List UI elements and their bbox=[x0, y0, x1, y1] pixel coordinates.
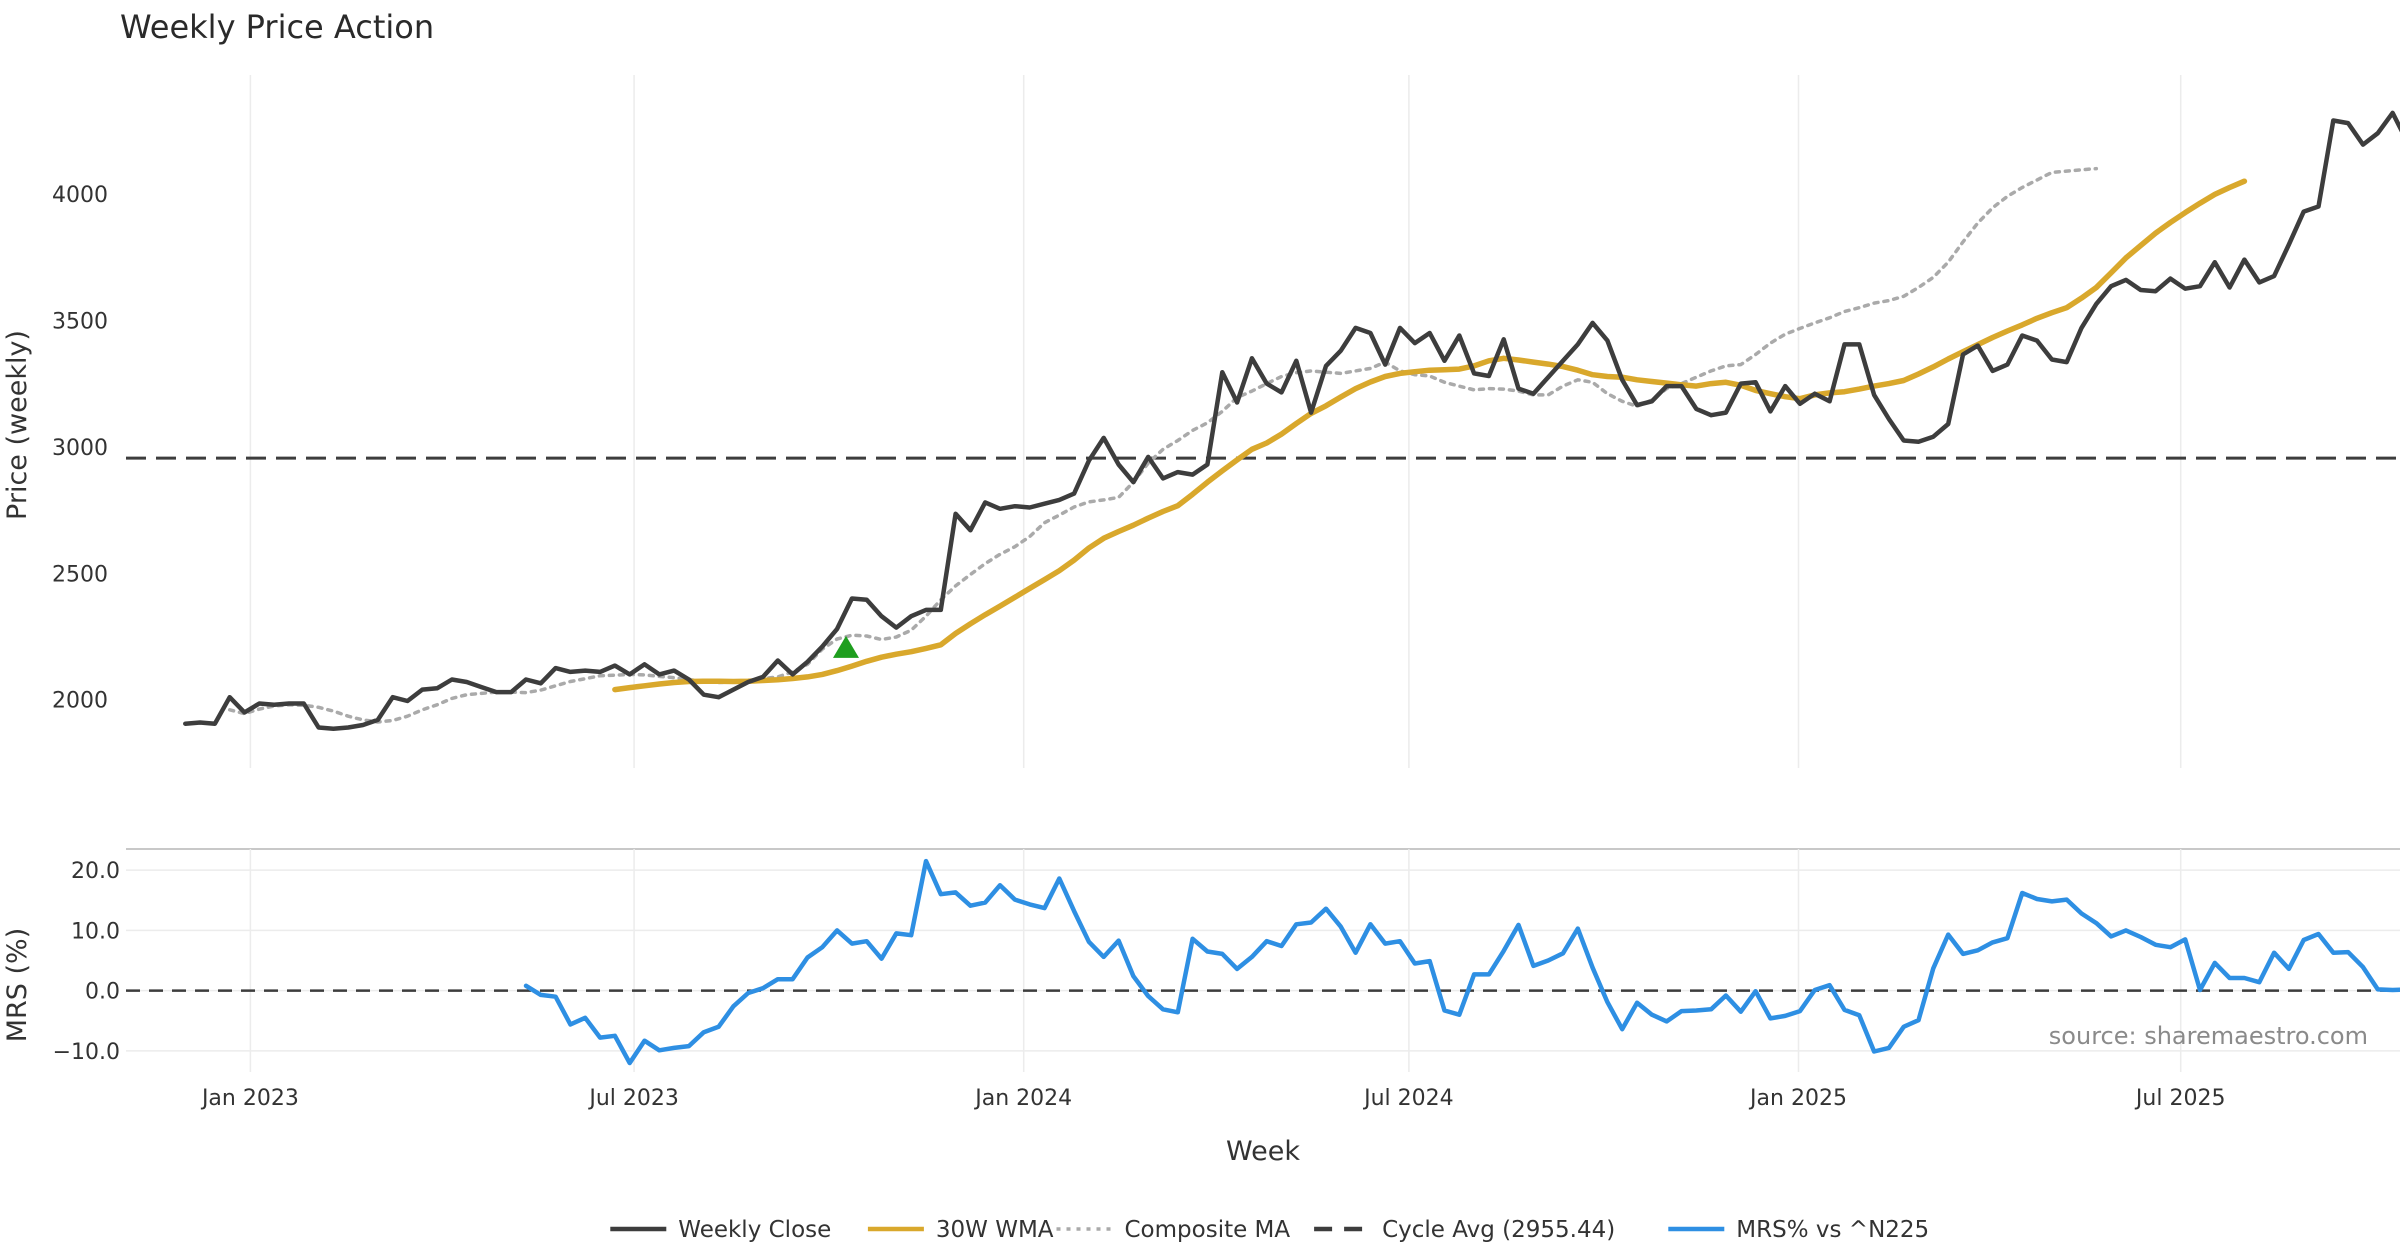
mrs-y-ticks: 20.0 10.0 0.0 −10.0 bbox=[53, 859, 120, 1065]
mrs-line bbox=[523, 858, 2400, 1066]
legend-wma-30w-label: 30W WMA bbox=[936, 1217, 1054, 1243]
source-annotation: source: sharemaestro.com bbox=[2049, 1022, 2368, 1050]
legend-composite-ma-entry: Composite MA bbox=[1056, 1217, 1291, 1243]
legend-mrs-label: MRS% vs ^N225 bbox=[1736, 1217, 1929, 1243]
legend-composite-ma-label: Composite MA bbox=[1125, 1217, 1291, 1243]
price-y-tick-label: 3500 bbox=[52, 309, 108, 334]
wma-30w-line bbox=[612, 178, 2248, 693]
price-y-tick-label: 4000 bbox=[52, 183, 108, 208]
price-y-tick-label: 2000 bbox=[52, 689, 108, 714]
mrs-panel-series bbox=[126, 858, 2400, 1066]
composite-ma-line bbox=[227, 166, 2099, 724]
price-y-tick-label: 2500 bbox=[52, 562, 108, 587]
x-tick-label: Jul 2024 bbox=[1362, 1086, 1454, 1111]
price-panel-series bbox=[126, 110, 2400, 732]
legend-mrs-entry: MRS% vs ^N225 bbox=[1668, 1217, 1929, 1243]
x-tick-label: Jan 2025 bbox=[1748, 1086, 1847, 1111]
mrs-y-tick-label: 20.0 bbox=[71, 859, 120, 884]
mrs-y-tick-label: 0.0 bbox=[85, 980, 120, 1005]
price-y-ticks: 2000 2500 3000 3500 4000 bbox=[52, 183, 108, 714]
x-axis-label: Week bbox=[1226, 1136, 1300, 1167]
legend-cycle-avg-label: Cycle Avg (2955.44) bbox=[1382, 1217, 1615, 1243]
mrs-y-axis-label: MRS (%) bbox=[2, 928, 33, 1043]
buy-signal-marker bbox=[833, 635, 859, 658]
x-tick-label: Jul 2025 bbox=[2134, 1086, 2226, 1111]
price-panel-grid bbox=[249, 75, 2182, 768]
weekly-close-line bbox=[183, 110, 2400, 732]
legend-cycle-avg-entry: Cycle Avg (2955.44) bbox=[1314, 1217, 1615, 1243]
x-tick-label: Jan 2023 bbox=[200, 1086, 299, 1111]
legend-weekly-close-entry: Weekly Close bbox=[610, 1217, 831, 1243]
x-axis-ticks: Jan 2023 Jul 2023 Jan 2024 Jul 2024 Jan 2025… bbox=[200, 1086, 2226, 1111]
price-y-axis-label: Price (weekly) bbox=[2, 330, 33, 520]
x-tick-label: Jul 2023 bbox=[587, 1086, 679, 1111]
mrs-y-tick-label: −10.0 bbox=[53, 1040, 120, 1065]
x-tick-label: Jan 2024 bbox=[973, 1086, 1072, 1111]
chart-title: Weekly Price Action bbox=[120, 8, 434, 46]
price-y-tick-label: 3000 bbox=[52, 436, 108, 461]
mrs-y-tick-label: 10.0 bbox=[71, 919, 120, 944]
legend-weekly-close-label: Weekly Close bbox=[678, 1217, 831, 1243]
chart-legend: Weekly Close 30W WMA Composite MA Cycle Avg… bbox=[610, 1217, 1929, 1243]
legend-wma-30w-entry: 30W WMA bbox=[867, 1217, 1054, 1243]
